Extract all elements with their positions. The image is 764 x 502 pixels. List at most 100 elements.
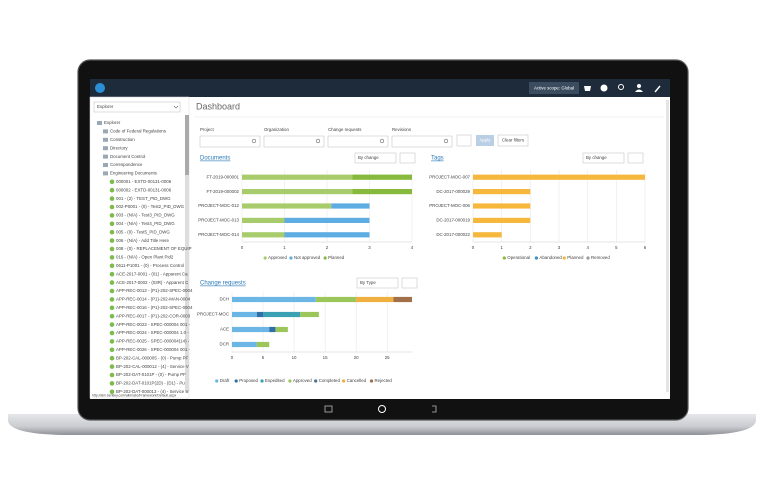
tree-document[interactable]: APP-REC-0026 - SPEC-000004 001 - (116, 347, 190, 352)
bar-segment (473, 203, 531, 209)
tree-document[interactable]: 016 - (N/A) - Open Plant Pid2 (116, 255, 174, 260)
tree-folder[interactable]: Code of Federal Regulations (110, 129, 167, 134)
doc-icon (109, 221, 115, 227)
tree-document[interactable]: 003 - (N/A) - Test3_PID_DWG (116, 213, 175, 218)
tree-document[interactable]: ACE-2017-0001 - (01) - Apparent Ca (116, 271, 188, 276)
legend-label[interactable]: Abandoned (539, 255, 562, 260)
doc-icon (109, 238, 115, 243)
bar-segment (232, 311, 257, 318)
export-button[interactable] (399, 152, 416, 164)
legend-label[interactable]: Proposed (239, 378, 258, 383)
tree-document[interactable]: 001 - (2) - TEST_PID_DWG (116, 196, 171, 201)
filter-input[interactable] (391, 135, 453, 148)
sidebar-scroll-thumb[interactable] (185, 115, 189, 175)
help-icon[interactable] (600, 84, 608, 92)
chart-dropdown[interactable] (354, 152, 397, 164)
bar-segment (242, 174, 353, 180)
tree-document[interactable]: 005 - (0) - Test5_PID_DWG (116, 229, 170, 234)
status-url: http://alm.bentley.com/alim/abc/Framewor… (92, 393, 176, 397)
tree-document[interactable]: APP-REC-0016 - (P1)-202-SPEC-0004 (116, 305, 193, 310)
settings-icon[interactable] (654, 85, 661, 93)
chart-title[interactable]: Tags (431, 156, 444, 162)
legend-label[interactable]: Planned (567, 255, 584, 260)
doc-icon (109, 196, 115, 201)
task-button[interactable] (324, 405, 333, 413)
tree-document[interactable]: APP-REC-0023 - SPEC-000004 001 - (116, 322, 190, 327)
export-button[interactable] (401, 277, 418, 289)
tree-document[interactable]: BP-202-CAL-000005 - (0) - Pump PF (116, 355, 189, 360)
bar-segment (331, 203, 370, 209)
logo[interactable] (95, 83, 105, 93)
x-tick-label: 20 (354, 355, 359, 360)
chart-dropdown[interactable] (356, 277, 399, 289)
filter-input[interactable] (199, 135, 261, 148)
tree-document[interactable]: 000002 - EXTD-00131-0006 (116, 187, 172, 192)
explorer-dropdown[interactable] (93, 101, 181, 113)
dropdown-text: By change (586, 155, 607, 160)
doc-icon (109, 255, 115, 260)
back-button[interactable] (432, 405, 437, 413)
tree-document[interactable]: 004 - (N/A) - Test4_PID_DWG (116, 221, 175, 226)
tree-document[interactable]: APP-REC-0017 - (P1)-202-COR-0003 (116, 313, 191, 318)
legend-label[interactable]: Planned (328, 255, 345, 260)
legend-label[interactable]: Expedited (265, 378, 285, 383)
tree-document[interactable]: APP-REC-0024 - SPEC-000004 1.0 - (116, 330, 189, 335)
tree-document[interactable]: BP-202-CAL-000012 - (4) - Service V (116, 364, 189, 369)
tree-document[interactable]: BP-202-DAT-0101P - (0) - Pump PF (116, 372, 186, 377)
legend-label[interactable]: Completed (319, 378, 341, 383)
scope-badge[interactable] (529, 82, 579, 94)
chart-title[interactable]: Change requests (200, 281, 246, 287)
tree-document[interactable]: APP-REC-0013 - (P1)-202-SPEC-0004 (116, 288, 193, 293)
legend-label[interactable]: Not approved (294, 255, 321, 260)
sidebar-scrollbar[interactable] (185, 115, 189, 393)
input-icon (443, 138, 449, 144)
legend-swatch (562, 256, 566, 260)
tree-folder[interactable]: Document Control (110, 154, 145, 159)
tree-document[interactable]: BP-202-DAT-000013 - (4) - Service V (116, 389, 188, 394)
power-button[interactable] (378, 405, 386, 413)
tree-document[interactable]: 0611-P1001 - (0) - Process Control (116, 263, 184, 268)
export-button[interactable] (627, 152, 644, 164)
tree-document[interactable]: 008 - (0) - REPLACEMENT OF EQUIP (116, 246, 192, 251)
legend-label[interactable]: Rejected (375, 378, 393, 383)
legend-swatch (502, 256, 506, 260)
user-icon[interactable] (637, 84, 641, 88)
doc-icon (109, 187, 115, 193)
tree-root[interactable]: Explorer (104, 120, 121, 125)
legend-label[interactable]: Cancelled (347, 378, 367, 383)
dropdown-text: By change (358, 155, 379, 160)
chart-dropdown[interactable] (582, 152, 625, 164)
top-bar (90, 79, 670, 97)
tree-document[interactable]: ACE-2017-0002 - (03R) - Apparent C (116, 280, 188, 285)
tree-folder[interactable]: Correspondence (110, 162, 143, 167)
basket-icon[interactable] (584, 86, 591, 91)
filter-label: Revisions (392, 127, 412, 132)
filter-input[interactable] (327, 135, 389, 148)
bar-segment (352, 174, 412, 180)
tree-folder[interactable]: Construction (110, 137, 135, 142)
tree-folder[interactable]: Engineering Documents (110, 171, 158, 176)
tree-document[interactable]: 006 - (N/A) - Add Title Here (116, 238, 170, 243)
legend-label[interactable]: Operational (507, 255, 530, 260)
filter-input[interactable] (263, 135, 325, 148)
legend-label[interactable]: Approved (293, 378, 312, 383)
legend-label[interactable]: Draft (220, 378, 230, 383)
tree-folder[interactable]: Directory (110, 145, 128, 150)
bar-segment (473, 174, 645, 180)
tree-document[interactable]: BP-202-DAT-0101P(2D) - (D1) - Pu (116, 381, 185, 386)
search-icon[interactable] (618, 84, 624, 90)
tree-document[interactable]: APP-REC-0014 - (P1)-202-MAN-0004 (116, 297, 191, 302)
clear-button[interactable] (497, 134, 529, 147)
bar-segment (284, 232, 370, 238)
apply-button[interactable] (476, 135, 494, 146)
main-scrollbar[interactable] (666, 100, 669, 392)
tree-document[interactable]: APP-REC-0025 - SPEC-000004(14) - (116, 339, 190, 344)
doc-icon (109, 372, 115, 378)
legend-label[interactable]: Approved (268, 255, 287, 260)
filter-icon-button[interactable] (456, 134, 472, 147)
chart-title[interactable]: Documents (200, 156, 230, 162)
legend-label[interactable]: Removed (591, 255, 610, 260)
tree-document[interactable]: 002-P0001 - (0) - Test2_PID_DWG (116, 204, 185, 209)
doc-icon (109, 263, 115, 269)
tree-document[interactable]: 000001 - EXTD-00131-0006 (116, 179, 172, 184)
